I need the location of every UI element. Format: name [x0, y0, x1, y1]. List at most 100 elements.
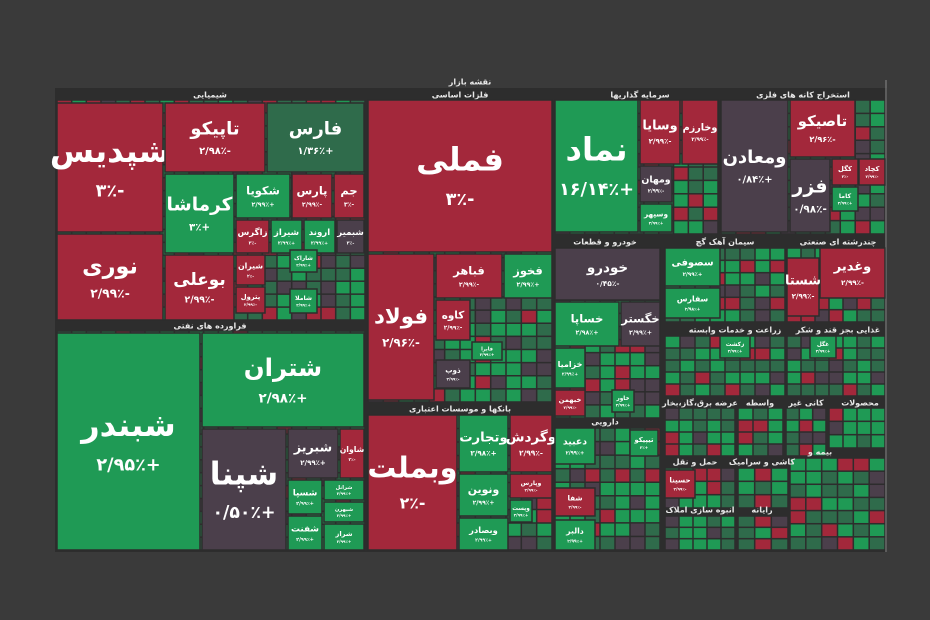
filler-cell	[615, 468, 630, 482]
filler-cell	[521, 375, 537, 389]
filler-cell	[475, 297, 491, 310]
filler-cell	[815, 372, 829, 384]
tile	[287, 428, 339, 479]
tile	[235, 173, 291, 219]
filler-cell	[829, 297, 843, 310]
filler-cell	[506, 375, 522, 389]
filler-cell	[665, 420, 679, 432]
filler-cell	[600, 523, 615, 537]
tile-name: کچاد	[865, 165, 880, 173]
filler-cell	[770, 309, 785, 322]
tile	[164, 173, 235, 254]
filler-cell	[870, 220, 885, 234]
tile-name: تیپیکو	[634, 436, 654, 444]
tile	[56, 233, 164, 321]
tile-name: شسپا	[293, 489, 318, 499]
tile-name: شفا	[567, 494, 582, 503]
filler-cell	[673, 194, 689, 207]
filler-cell	[770, 285, 785, 298]
filler-cell	[350, 281, 365, 294]
filler-cell	[857, 434, 871, 448]
filler-cell	[321, 255, 336, 268]
filler-cell	[787, 384, 801, 396]
filler-cell	[277, 294, 292, 307]
tile-name: وسپهر	[643, 210, 668, 219]
filler-cell	[707, 481, 721, 495]
tile-name: خاور	[615, 396, 629, 402]
filler-cell	[645, 365, 660, 379]
sector-label: استخراج کانه های فلزی	[756, 91, 850, 100]
filler-cell	[721, 444, 735, 456]
tile-name: فزر	[791, 175, 827, 197]
tile	[367, 99, 553, 253]
tile-name: زاگرس	[237, 227, 267, 238]
tile-name: شاملا	[295, 295, 312, 302]
filler-cell	[521, 349, 537, 363]
tile	[509, 499, 533, 523]
filler-cell	[673, 180, 689, 194]
filler-cell	[853, 523, 869, 537]
tile-name: حسینا	[669, 476, 690, 485]
tile-change: -۲/۹۹٪	[185, 295, 215, 306]
filler-cell	[843, 309, 857, 322]
tile	[639, 203, 673, 233]
tile-change: +۲/۹۹٪	[683, 272, 703, 278]
tile-name: خگستر	[620, 311, 659, 325]
sector-label: رایانه	[751, 506, 773, 515]
filler-cell	[645, 536, 660, 550]
filler-cell	[770, 360, 785, 372]
filler-cell	[738, 420, 753, 432]
tile-name: وگردش	[506, 428, 556, 445]
filler-cell	[806, 537, 822, 550]
filler-cell	[870, 140, 885, 154]
filler-cell	[615, 352, 630, 366]
filler-cell	[536, 323, 552, 337]
filler-cell	[645, 523, 660, 537]
filler-cell	[799, 432, 813, 444]
filler-cell	[853, 510, 869, 524]
tile-change: -۳٪	[344, 202, 355, 209]
filler-cell	[475, 375, 491, 389]
filler-cell	[725, 272, 740, 285]
tile-change: +۲/۹۸٪	[259, 391, 308, 406]
tile-change: +۲/۹۵٪	[96, 456, 160, 476]
filler-cell	[853, 537, 869, 550]
filler-cell	[755, 384, 770, 396]
filler-cell	[615, 455, 630, 469]
tile	[164, 102, 266, 173]
tile-name: وپارس	[521, 480, 542, 487]
tile	[458, 517, 509, 551]
filler-cell	[707, 444, 721, 456]
filler-cell	[695, 360, 710, 372]
tile	[458, 414, 509, 473]
sector-label: سیمان آهک گچ	[696, 237, 755, 247]
filler-cell	[738, 408, 753, 420]
tile	[471, 341, 503, 361]
filler-cell	[755, 248, 770, 261]
filler-cell	[615, 536, 630, 550]
filler-cell	[871, 421, 885, 435]
tile	[831, 186, 859, 212]
filler-cell	[707, 538, 721, 550]
filler-cell	[721, 494, 735, 508]
filler-cell	[870, 127, 885, 140]
filler-cell	[335, 281, 351, 294]
sector-label: کاشی و سرامیک	[729, 458, 796, 467]
tile-change: +۲/۹۸٪	[470, 448, 496, 457]
filler-cell	[680, 360, 695, 372]
tile-change: +۲/۹۹٪	[480, 352, 495, 357]
filler-cell	[871, 384, 885, 396]
tile	[287, 479, 323, 515]
filler-cell	[821, 510, 838, 524]
filler-cell	[536, 297, 552, 310]
filler-cell	[857, 297, 871, 310]
tile	[287, 515, 323, 551]
tile	[639, 99, 681, 165]
filler-cell	[840, 220, 855, 234]
filler-cell	[806, 523, 822, 537]
tile-change: +۲/۹۹٪	[296, 303, 311, 308]
filler-cell	[869, 458, 885, 471]
filler-cell	[829, 384, 843, 396]
tile-change: +۲/۹۹٪	[337, 513, 352, 518]
filler-cell	[615, 509, 630, 523]
